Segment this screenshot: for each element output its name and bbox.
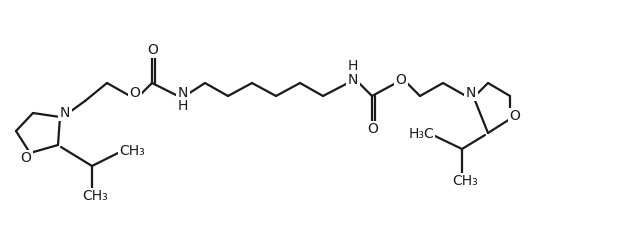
Text: O: O <box>20 151 31 165</box>
Text: CH₃: CH₃ <box>452 174 478 188</box>
Text: O: O <box>396 73 406 87</box>
Text: N: N <box>466 86 476 100</box>
Text: N: N <box>60 106 70 120</box>
Text: CH₃: CH₃ <box>82 189 108 203</box>
Text: H: H <box>348 59 358 73</box>
Text: CH₃: CH₃ <box>119 144 145 158</box>
Text: N: N <box>178 86 188 100</box>
Text: O: O <box>148 43 159 57</box>
Text: H₃C: H₃C <box>408 127 434 141</box>
Text: O: O <box>367 122 378 136</box>
Text: O: O <box>509 109 520 123</box>
Text: N: N <box>348 73 358 87</box>
Text: H: H <box>178 99 188 113</box>
Text: O: O <box>129 86 140 100</box>
